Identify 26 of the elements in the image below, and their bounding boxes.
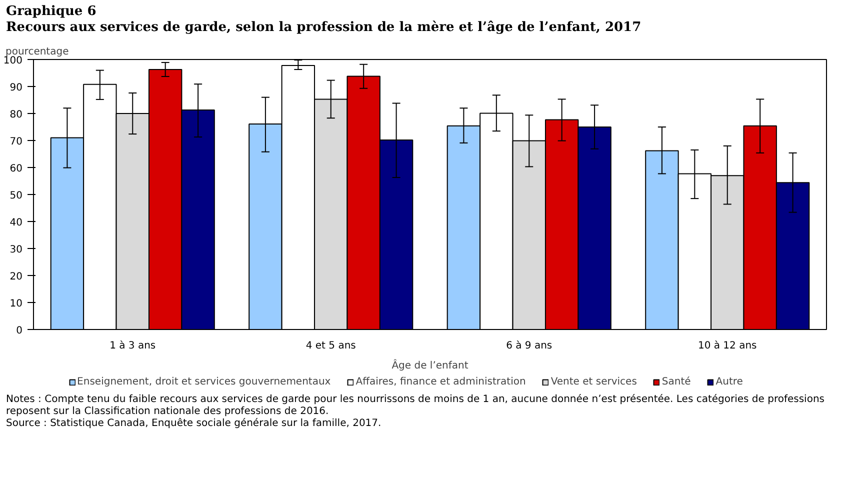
legend-label: Affaires, finance et administration [356,376,526,388]
y-axis-title: pourcentage [6,46,69,58]
source-note: Source : Statistique Canada, Enquête sociale générale sur la famille, 2017. [6,418,382,430]
y-tick-label: 0 [16,326,23,336]
y-tick-label: 30 [10,244,23,256]
y-tick-label: 90 [10,82,23,94]
x-tick-label: 4 et 5 ans [306,340,356,352]
legend-label: Santé [662,376,691,388]
y-tick-label: 70 [10,136,23,148]
y-tick-label: 40 [10,218,23,228]
chart-subtitle: Recours aux services de garde, selon la profession de la mère et l’âge de l’enfant, 2017 [6,20,642,35]
y-tick-label: 80 [10,110,23,120]
y-tick-label: 100 [3,56,23,66]
x-tick-label: 10 à 12 ans [698,340,757,352]
legend-label: Enseignement, droit et services gouvernementaux [77,376,331,388]
text: Notes : Compte tenu du faible recours aux services de garde pour les nourrissons de moins de 1 an, aucune donnée n’est présentée. Les catégories de professions reposent sur la Classification nationale des professions de 2016. [6,394,826,418]
legend-label: Autre [716,376,743,388]
x-tick-label: 1 à 3 ans [110,340,156,352]
y-tick-label: 20 [10,272,23,282]
x-axis-title: Âge de l’enfant [392,358,468,372]
y-tick-label: 60 [10,164,23,174]
y-tick-label: 10 [10,298,23,310]
legend-label: Vente et services [550,376,637,388]
x-tick-label: 6 à 9 ans [506,340,552,352]
y-tick-label: 50 [10,190,23,202]
chart-title: Graphique 6 [6,4,96,19]
